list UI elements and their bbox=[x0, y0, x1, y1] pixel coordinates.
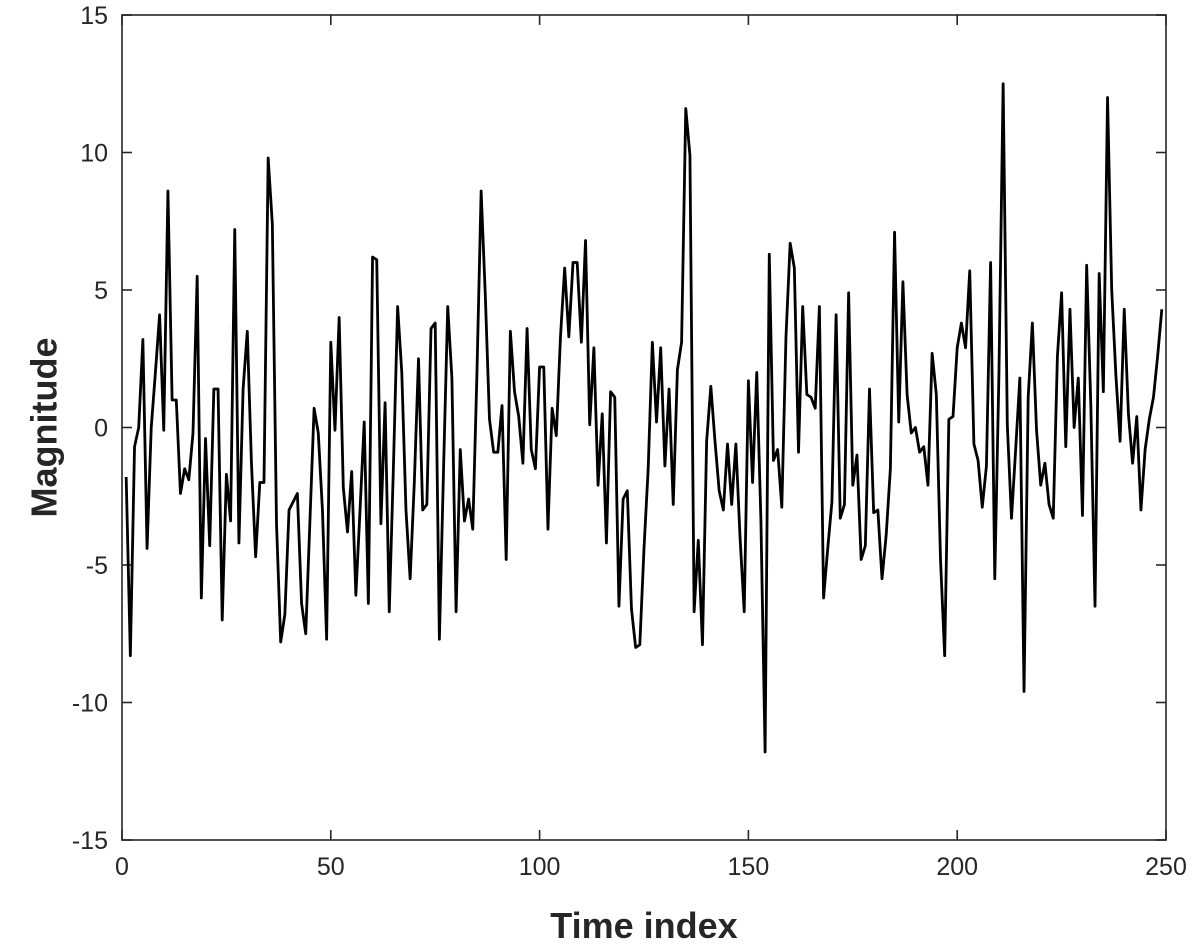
plot-frame bbox=[121, 14, 1167, 841]
plot-area bbox=[122, 15, 1166, 840]
y-tick-label: -10 bbox=[72, 690, 108, 718]
y-tick-label: 10 bbox=[80, 140, 108, 168]
x-tick-label: 50 bbox=[317, 853, 345, 881]
x-axis-label: Time index bbox=[550, 905, 737, 946]
y-tick-label: -5 bbox=[86, 552, 108, 580]
x-tick-label: 100 bbox=[519, 853, 561, 881]
x-tick-label: 150 bbox=[728, 853, 770, 881]
x-tick-label: 0 bbox=[115, 853, 129, 881]
y-tick-label: 5 bbox=[94, 277, 108, 305]
y-tick-label: -15 bbox=[72, 827, 108, 855]
series-line bbox=[124, 82, 1164, 754]
x-tick-label: 200 bbox=[936, 853, 978, 881]
tick-labels: 0 50 100 150 200 250 -15 -10 -5 0 5 10 15 bbox=[72, 2, 1187, 881]
y-tick-label: 0 bbox=[94, 415, 108, 443]
y-tick-label: 15 bbox=[80, 2, 108, 30]
y-axis-label: Magnitude bbox=[24, 338, 65, 518]
x-tick-label: 250 bbox=[1145, 853, 1187, 881]
